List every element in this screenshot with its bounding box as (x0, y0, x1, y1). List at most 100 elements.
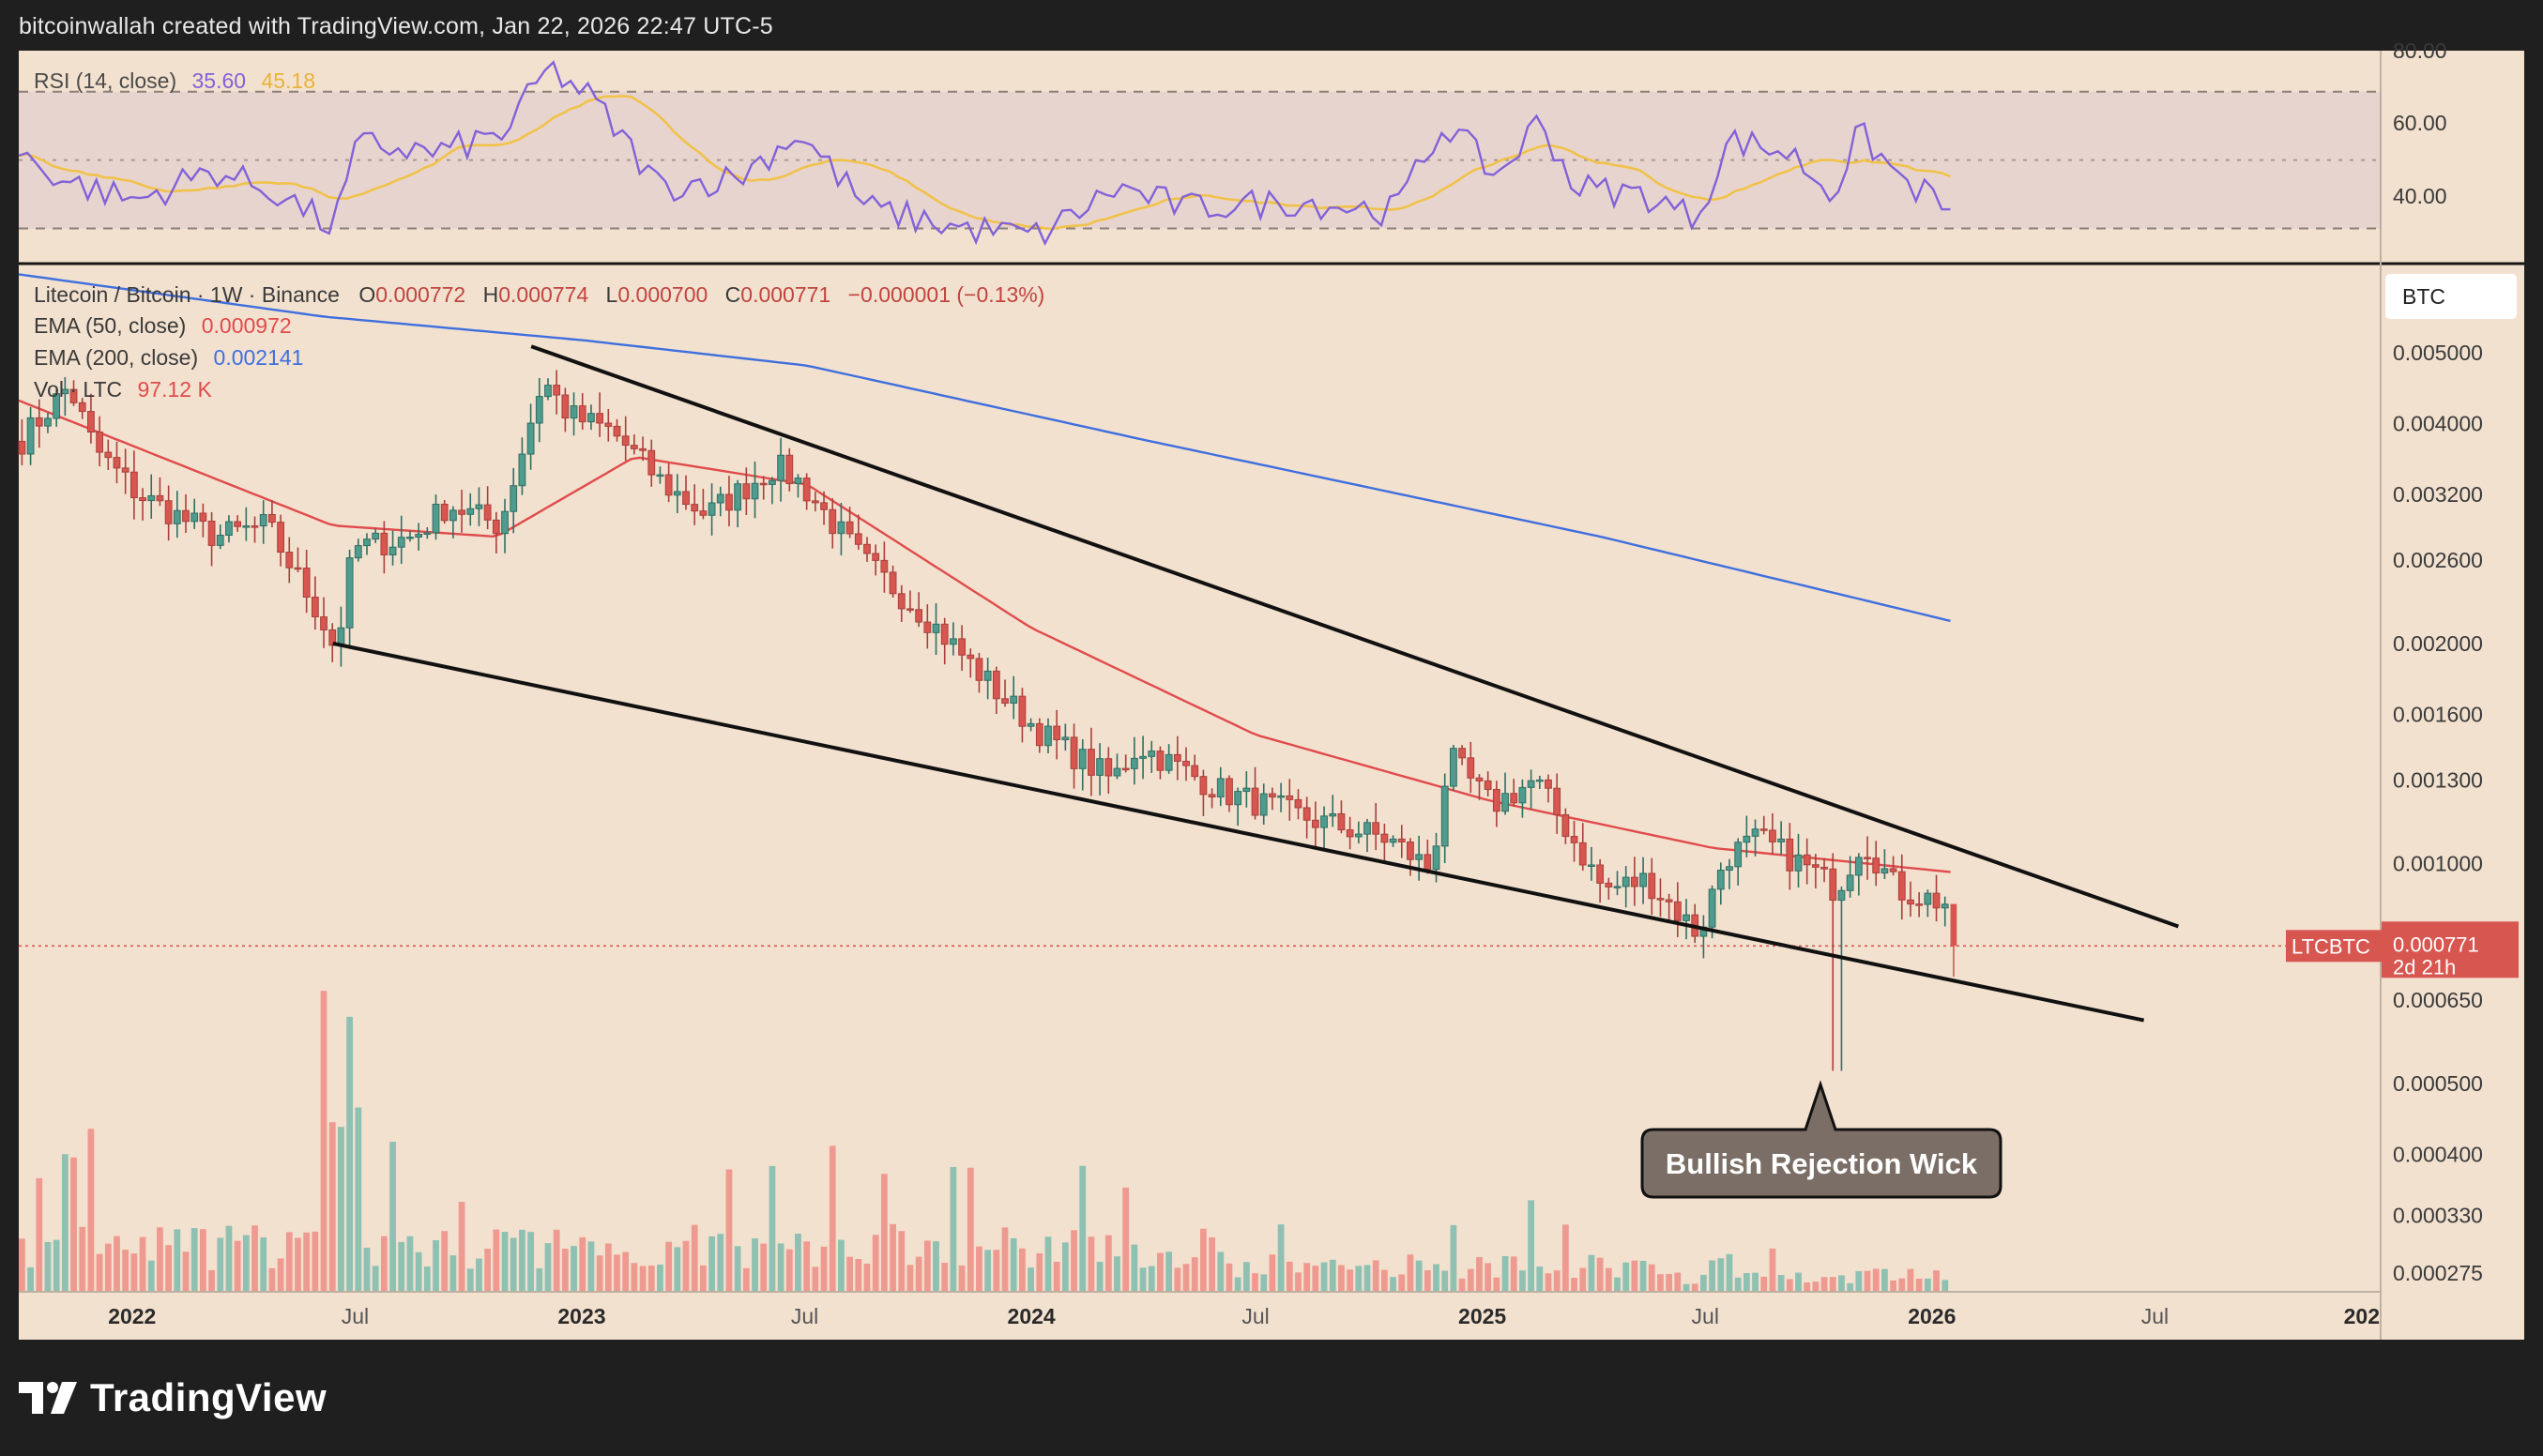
volume-bar (1139, 1267, 1147, 1291)
volume-bar (19, 1238, 25, 1291)
candle-body (1113, 767, 1121, 777)
volume-bar (725, 1169, 733, 1291)
price-axis[interactable]: BTC 0.005000 0.004000 0.003200 0.002600 0.00… (2286, 274, 2519, 1285)
volume-bar (1312, 1266, 1319, 1291)
volume-bar (1493, 1277, 1500, 1291)
rsi-panel[interactable]: 80.00 60.00 40.00 RSI (14, close) 35.60 … (18, 38, 2447, 247)
rsi-tick-80: 80.00 (2393, 38, 2447, 63)
candle-body (656, 474, 664, 478)
candle-body (1424, 854, 1432, 871)
main-price-axis-background (2382, 265, 2524, 1291)
last-price-label[interactable] (2286, 930, 2382, 963)
candle-body (716, 493, 724, 504)
rsi-line[interactable] (18, 60, 1951, 247)
candle-body (475, 504, 483, 509)
candle-body (268, 513, 276, 523)
candle-body (1941, 903, 1949, 909)
candle-body (372, 532, 380, 540)
volume-bar (1872, 1268, 1880, 1291)
candle-body (759, 482, 768, 486)
candle-body (277, 522, 284, 554)
candle-body (647, 449, 656, 476)
volume-bar (639, 1266, 647, 1291)
volume-bar (1165, 1251, 1173, 1291)
volume-legend[interactable]: Vol · LTC 97.12 K (34, 377, 212, 402)
candle-body (949, 638, 957, 645)
candle-body (518, 453, 526, 487)
volume-bar (1269, 1254, 1276, 1291)
volume-bar (1001, 1227, 1009, 1291)
volume-bar (328, 1122, 336, 1291)
candle-body (1846, 874, 1854, 891)
candle-body (1415, 854, 1424, 860)
candle-body (164, 500, 173, 524)
candle-body (621, 435, 630, 447)
time-axis[interactable]: 2022 Jul 2023 Jul 2024 Jul 2025 Jul 2026 Jul 202 (108, 1304, 2380, 1328)
volume-bar (1390, 1277, 1396, 1291)
price-tick-label: 0.000400 (2393, 1142, 2483, 1166)
candle-body (1613, 886, 1622, 888)
callout-shape (1640, 1080, 2002, 1199)
symbol-legend[interactable]: Litecoin / Bitcoin · 1W · Binance O0.000… (34, 282, 1044, 307)
ema50-legend[interactable]: EMA (50, close) 0.000972 (34, 313, 292, 338)
candle-body (406, 537, 414, 539)
volume-bar (1726, 1253, 1733, 1291)
volume-bar (1234, 1277, 1241, 1291)
candle-body (1492, 788, 1500, 812)
volume-bar (1303, 1263, 1311, 1291)
tradingview-wordmark: TradingView (90, 1375, 327, 1419)
price-tick-label: 0.001600 (2393, 702, 2483, 726)
price-tick-label: 0.000650 (2393, 988, 2483, 1012)
candle-body (96, 432, 104, 453)
volume-bar (122, 1250, 129, 1291)
volume-bar (777, 1243, 784, 1291)
volume-bar (674, 1247, 681, 1291)
candle-body (1553, 787, 1561, 815)
volume-bar (53, 1239, 60, 1291)
main-panel[interactable]: Bullish Rejection Wick Litecoin / Bitcoi… (18, 273, 2382, 1291)
volume-bar (898, 1231, 906, 1291)
volume-bar (1596, 1257, 1604, 1291)
volume-bar (647, 1266, 655, 1291)
candle-body (320, 616, 327, 630)
volume-bar (1286, 1261, 1293, 1291)
volume-bar (803, 1241, 811, 1291)
currency-button[interactable] (2385, 274, 2517, 319)
candle-body (1010, 695, 1018, 705)
ema200-line[interactable] (18, 273, 1951, 623)
time-axis-label: 2024 (1008, 1304, 1056, 1328)
candle-body (794, 478, 802, 485)
volume-bar (1709, 1260, 1715, 1291)
volume-bar (1372, 1260, 1379, 1291)
candle-body (1277, 795, 1286, 798)
ema200-legend[interactable]: EMA (200, close) 0.002141 (34, 345, 303, 370)
volume-bar (1881, 1268, 1888, 1291)
volume-bar (1622, 1262, 1630, 1291)
last-price-countdown: 2d 21h (2393, 955, 2456, 978)
falling-wedge-upper-trendline[interactable] (530, 344, 2180, 929)
candle-body (751, 482, 759, 500)
volume-bar (1510, 1256, 1517, 1291)
volume-bar (1277, 1224, 1285, 1291)
bullish-rejection-wick-callout[interactable]: Bullish Rejection Wick (1640, 1080, 2002, 1199)
candle-body (328, 629, 337, 646)
candle-body (1605, 882, 1613, 887)
falling-wedge-lower-trendline[interactable] (332, 641, 2145, 1023)
volume-bar (1855, 1270, 1863, 1291)
candle-body (1121, 767, 1130, 771)
candle-body (1588, 864, 1595, 867)
volume-bar (1786, 1279, 1793, 1291)
volume-bar (846, 1256, 854, 1291)
candle-body (992, 670, 1000, 700)
candle-body (811, 500, 819, 504)
volume-bar (1458, 1278, 1466, 1291)
candle-body (1475, 777, 1484, 781)
ema50-line[interactable] (18, 399, 1951, 873)
volume-bar (415, 1251, 422, 1291)
volume-bar (604, 1243, 612, 1291)
candles[interactable] (18, 370, 1957, 1071)
candle-body (363, 538, 371, 547)
volume-bar (190, 1228, 198, 1291)
volume-bar (1071, 1230, 1077, 1291)
